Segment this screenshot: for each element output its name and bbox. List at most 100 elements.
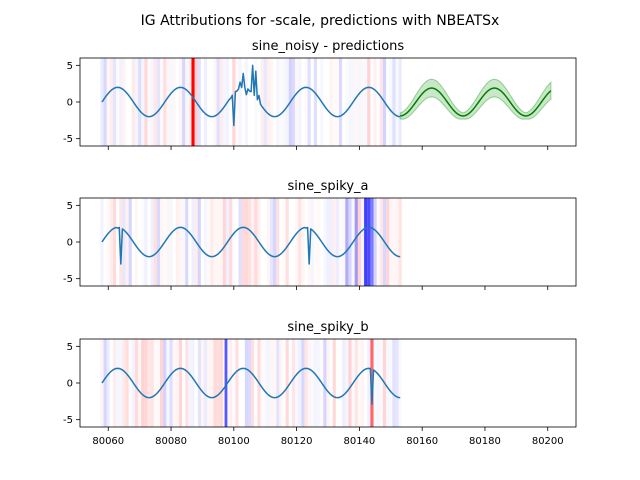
attribution-strip — [216, 339, 220, 427]
attribution-strip — [141, 198, 144, 286]
attribution-strip — [295, 58, 298, 146]
attribution-strip — [392, 58, 396, 146]
attribution-strip — [333, 58, 336, 146]
subplot-title-1: sine_noisy - predictions — [252, 39, 405, 54]
attribution-strip — [314, 198, 317, 286]
x-tick-label: 80140 — [343, 436, 375, 447]
attribution-strip — [112, 58, 117, 146]
attribution-strip — [357, 198, 361, 286]
attribution-strip — [235, 339, 239, 427]
attribution-strip — [323, 339, 327, 427]
attribution-strip — [342, 198, 345, 286]
attribution-strip — [188, 58, 192, 146]
attribution-strip — [185, 339, 189, 427]
attribution-strip — [178, 58, 183, 146]
attribution-strip — [332, 198, 336, 286]
attribution-strip — [279, 58, 282, 146]
attribution-strip — [389, 339, 392, 427]
attribution-strip — [332, 339, 336, 427]
y-tick-label: 5 — [67, 201, 73, 212]
x-tick-label: 80180 — [469, 436, 501, 447]
attribution-strip — [197, 339, 201, 427]
attribution-strip — [154, 339, 157, 427]
attribution-strip — [112, 198, 117, 286]
attribution-strip — [348, 339, 352, 427]
attribution-strip — [122, 58, 126, 146]
plot-area — [100, 339, 401, 427]
attribution-strip — [207, 198, 210, 286]
attribution-strip — [175, 339, 179, 427]
attribution-strip — [270, 58, 273, 146]
attribution-strip — [323, 198, 326, 286]
attribution-strip — [282, 58, 285, 146]
attribution-strip — [339, 198, 342, 286]
attribution-strip — [266, 339, 270, 427]
attribution-strip — [273, 339, 276, 427]
attribution-strip — [128, 198, 132, 286]
attribution-strip — [182, 58, 186, 146]
y-tick-label: 5 — [67, 342, 73, 353]
attribution-strip — [354, 58, 358, 146]
attribution-strip — [399, 339, 402, 427]
attribution-strip — [144, 198, 148, 286]
attribution-strip — [150, 339, 154, 427]
attribution-strip — [107, 198, 110, 286]
attribution-strip — [263, 58, 267, 146]
attribution-strip — [150, 198, 154, 286]
attribution-strip — [389, 198, 392, 286]
attribution-strip — [144, 339, 148, 427]
attribution-strip — [232, 198, 235, 286]
attribution-strip — [273, 198, 277, 286]
attribution-strip — [213, 339, 217, 427]
x-tick-label: 80060 — [92, 436, 124, 447]
attribution-strip — [141, 339, 145, 427]
series-line — [101, 64, 401, 127]
subplot-1: sine_noisy - predictions 5 0 -5 — [63, 39, 577, 150]
attribution-strip — [370, 198, 374, 286]
attribution-strip — [298, 339, 302, 427]
attribution-strip — [191, 339, 195, 427]
attribution-strip — [311, 339, 314, 427]
subplot-title-2: sine_spiky_a — [288, 179, 369, 194]
attribution-strip — [119, 58, 123, 146]
attribution-strip — [254, 198, 258, 286]
attribution-strip — [153, 198, 157, 286]
y-tick-label: 0 — [67, 98, 73, 109]
attribution-strip — [304, 339, 308, 427]
figure-title: IG Attributions for -scale, predictions … — [141, 13, 500, 29]
attribution-strip — [147, 58, 150, 146]
attribution-strip — [119, 339, 122, 427]
attribution-strip — [285, 198, 289, 286]
attribution-strip — [364, 198, 368, 286]
attribution-strip — [241, 198, 245, 286]
subplot-3: sine_spiky_b 80060 80080 80100 80120 80140 80… — [63, 320, 577, 447]
attribution-strip — [313, 58, 318, 146]
attribution-strip — [276, 339, 280, 427]
attribution-strip — [103, 58, 107, 146]
attribution-strip — [156, 198, 161, 286]
attribution-strip — [166, 58, 169, 146]
attribution-strip — [116, 339, 119, 427]
attribution-strip — [298, 58, 302, 146]
attribution-strip — [395, 198, 399, 286]
subplot-2: sine_spiky_a 5 0 -5 — [63, 179, 577, 290]
attribution-strip — [358, 58, 361, 146]
series-line — [101, 367, 401, 406]
attribution-strip — [107, 58, 110, 146]
attribution-strip — [380, 339, 383, 427]
attribution-strip — [106, 339, 110, 427]
attribution-strip — [392, 198, 395, 286]
attribution-strip — [358, 339, 361, 427]
attribution-strip — [326, 198, 330, 286]
attribution-strip — [335, 198, 339, 286]
attribution-strip — [185, 58, 188, 146]
attribution-strip — [364, 58, 367, 146]
attribution-strip — [386, 339, 389, 427]
attribution-strip — [247, 339, 252, 427]
attribution-strip — [295, 198, 298, 286]
attribution-strip — [377, 339, 380, 427]
attribution-strip — [173, 339, 176, 427]
attribution-strip — [166, 198, 170, 286]
x-tick-label: 80100 — [218, 436, 250, 447]
attribution-strip — [276, 198, 280, 286]
